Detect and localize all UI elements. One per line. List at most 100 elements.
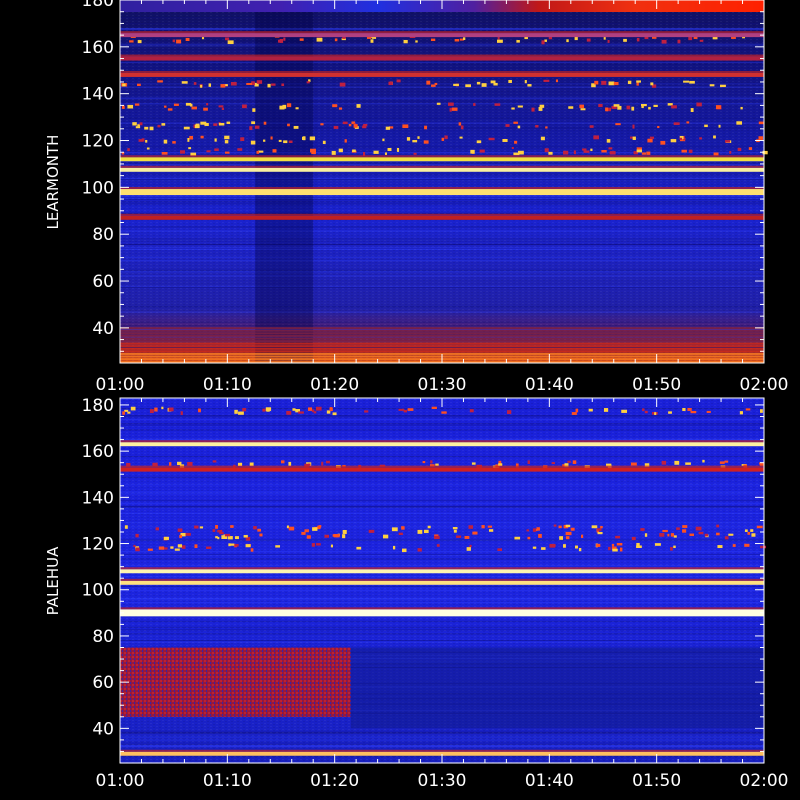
signal-speckle: [177, 544, 183, 548]
signal-speckle: [590, 148, 593, 152]
signal-speckle: [430, 460, 433, 464]
signal-speckle: [536, 527, 540, 531]
emission-band-edge: [120, 213, 764, 216]
spectrogram-panel-1: 40 60 80 100 120 140 160 180 01:00 01:10 01:20 01:3…: [44, 0, 789, 395]
signal-speckle: [511, 107, 515, 110]
signal-speckle: [275, 545, 281, 548]
signal-speckle: [608, 81, 615, 86]
signal-speckle: [630, 462, 637, 466]
signal-speckle: [527, 460, 530, 464]
signal-speckle: [180, 532, 186, 537]
signal-speckle: [348, 123, 352, 127]
signal-speckle: [469, 544, 472, 548]
signal-speckle: [653, 104, 658, 107]
signal-speckle: [476, 81, 481, 85]
emission-band-4: [120, 609, 764, 617]
signal-speckle: [227, 40, 234, 45]
signal-speckle: [690, 108, 694, 112]
signal-speckle: [402, 124, 409, 129]
signal-speckle: [417, 548, 422, 552]
signal-speckle: [596, 543, 601, 547]
signal-speckle: [472, 531, 478, 535]
signal-speckle: [208, 83, 212, 87]
signal-speckle: [189, 103, 193, 107]
signal-speckle: [686, 121, 690, 124]
signal-speckle: [342, 534, 346, 539]
signal-speckle: [508, 79, 512, 83]
signal-speckle: [673, 122, 680, 125]
signal-speckle: [651, 84, 657, 88]
dim-region: [350, 647, 764, 729]
signal-speckle: [740, 106, 743, 110]
signal-speckle: [257, 528, 262, 532]
signal-speckle: [427, 525, 431, 529]
signal-speckle: [636, 147, 642, 150]
signal-speckle: [265, 407, 272, 411]
signal-speckle: [608, 147, 613, 150]
signal-speckle: [737, 147, 742, 152]
x-tick-label: 01:20: [310, 771, 359, 791]
signal-speckle: [460, 125, 464, 130]
signal-speckle: [172, 39, 176, 43]
emission-band-5: [120, 56, 764, 61]
signal-speckle: [716, 532, 720, 536]
signal-speckle: [487, 525, 493, 528]
signal-speckle: [617, 105, 622, 110]
signal-speckle: [566, 39, 569, 43]
signal-speckle: [588, 408, 593, 412]
signal-speckle: [396, 147, 400, 152]
signal-speckle: [332, 104, 338, 108]
signal-speckle: [563, 544, 566, 548]
signal-speckle: [717, 545, 723, 549]
signal-speckle: [728, 533, 734, 536]
signal-speckle: [388, 81, 393, 86]
signal-speckle: [391, 527, 398, 532]
signal-speckle: [331, 150, 336, 155]
signal-speckle: [538, 533, 542, 538]
signal-speckle: [654, 412, 657, 416]
signal-speckle: [181, 545, 186, 549]
signal-speckle: [470, 149, 475, 154]
signal-speckle: [713, 135, 716, 139]
signal-speckle: [321, 461, 324, 466]
signal-speckle: [145, 139, 148, 143]
signal-speckle: [631, 106, 635, 111]
signal-speckle: [660, 140, 666, 145]
signal-speckle: [203, 107, 208, 111]
signal-speckle: [249, 462, 254, 466]
signal-speckle: [679, 137, 683, 140]
signal-speckle: [224, 533, 231, 537]
signal-speckle: [527, 84, 532, 87]
emission-band-3: [120, 580, 764, 585]
signal-speckle: [256, 80, 263, 84]
signal-speckle: [135, 547, 140, 552]
signal-speckle: [583, 150, 590, 153]
low-freq-noise: [120, 340, 764, 343]
signal-speckle: [540, 136, 545, 141]
signal-speckle: [180, 150, 186, 154]
signal-speckle: [571, 412, 577, 415]
signal-speckle: [699, 39, 704, 42]
signal-speckle: [683, 138, 686, 141]
signal-speckle: [511, 146, 514, 149]
signal-speckle: [654, 543, 661, 546]
y-tick-label: 80: [92, 627, 114, 647]
signal-speckle: [514, 140, 518, 144]
signal-speckle: [640, 528, 645, 531]
y-tick-label: 140: [82, 85, 114, 105]
signal-speckle: [402, 548, 407, 553]
signal-speckle: [163, 139, 168, 144]
signal-speckle: [177, 528, 183, 532]
signal-speckle: [206, 150, 211, 153]
signal-speckle: [283, 140, 288, 144]
signal-speckle: [333, 125, 339, 129]
signal-speckle: [237, 462, 243, 466]
signal-speckle: [572, 460, 577, 464]
y-tick-label: 160: [82, 38, 114, 58]
signal-speckle: [601, 150, 607, 153]
signal-speckle: [539, 104, 545, 108]
signal-speckle: [333, 534, 340, 538]
signal-speckle: [633, 151, 638, 155]
signal-speckle: [187, 461, 193, 466]
emission-band-edge: [120, 187, 764, 190]
